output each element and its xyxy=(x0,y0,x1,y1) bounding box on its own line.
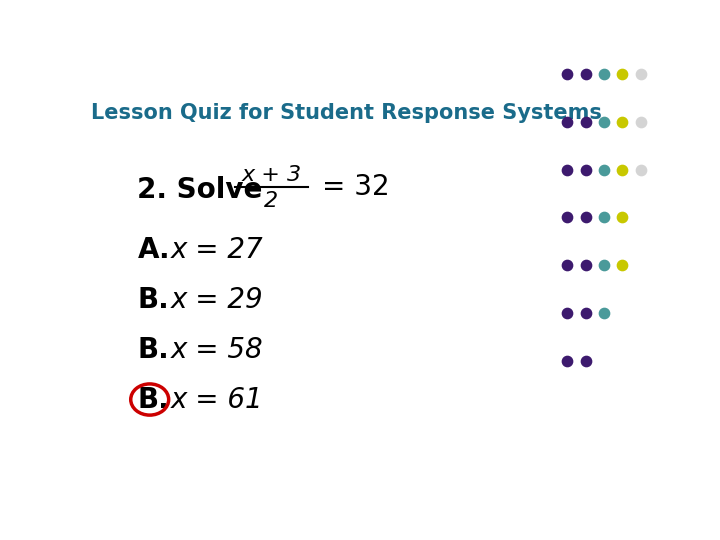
Text: 2. Solve: 2. Solve xyxy=(138,176,263,204)
Point xyxy=(598,261,610,269)
Point xyxy=(562,70,573,78)
Point xyxy=(562,356,573,365)
Point xyxy=(598,70,610,78)
Point xyxy=(635,70,647,78)
Text: B.: B. xyxy=(138,386,169,414)
Point xyxy=(616,261,628,269)
Point xyxy=(616,213,628,222)
Text: x = 61: x = 61 xyxy=(171,386,264,414)
Point xyxy=(598,165,610,174)
Point xyxy=(562,165,573,174)
Point xyxy=(616,70,628,78)
Text: B.: B. xyxy=(138,336,169,363)
Point xyxy=(562,309,573,318)
Point xyxy=(598,213,610,222)
Point xyxy=(580,213,591,222)
Point xyxy=(598,309,610,318)
Text: x = 58: x = 58 xyxy=(171,336,264,363)
Text: x = 27: x = 27 xyxy=(171,236,264,264)
Text: Lesson Quiz for Student Response Systems: Lesson Quiz for Student Response Systems xyxy=(91,103,602,123)
Text: B.: B. xyxy=(138,286,169,314)
Point xyxy=(580,117,591,126)
Point xyxy=(635,117,647,126)
Point xyxy=(580,165,591,174)
Point xyxy=(635,165,647,174)
Text: 2: 2 xyxy=(264,191,279,211)
Point xyxy=(616,165,628,174)
Point xyxy=(580,261,591,269)
Point xyxy=(616,117,628,126)
Text: = 32: = 32 xyxy=(322,173,390,201)
Text: A.: A. xyxy=(138,236,170,264)
Text: x = 29: x = 29 xyxy=(171,286,264,314)
Point xyxy=(580,309,591,318)
Point xyxy=(598,117,610,126)
Text: x + 3: x + 3 xyxy=(241,165,302,185)
Point xyxy=(562,213,573,222)
Point xyxy=(562,117,573,126)
Point xyxy=(562,261,573,269)
Point xyxy=(580,356,591,365)
Point xyxy=(580,70,591,78)
